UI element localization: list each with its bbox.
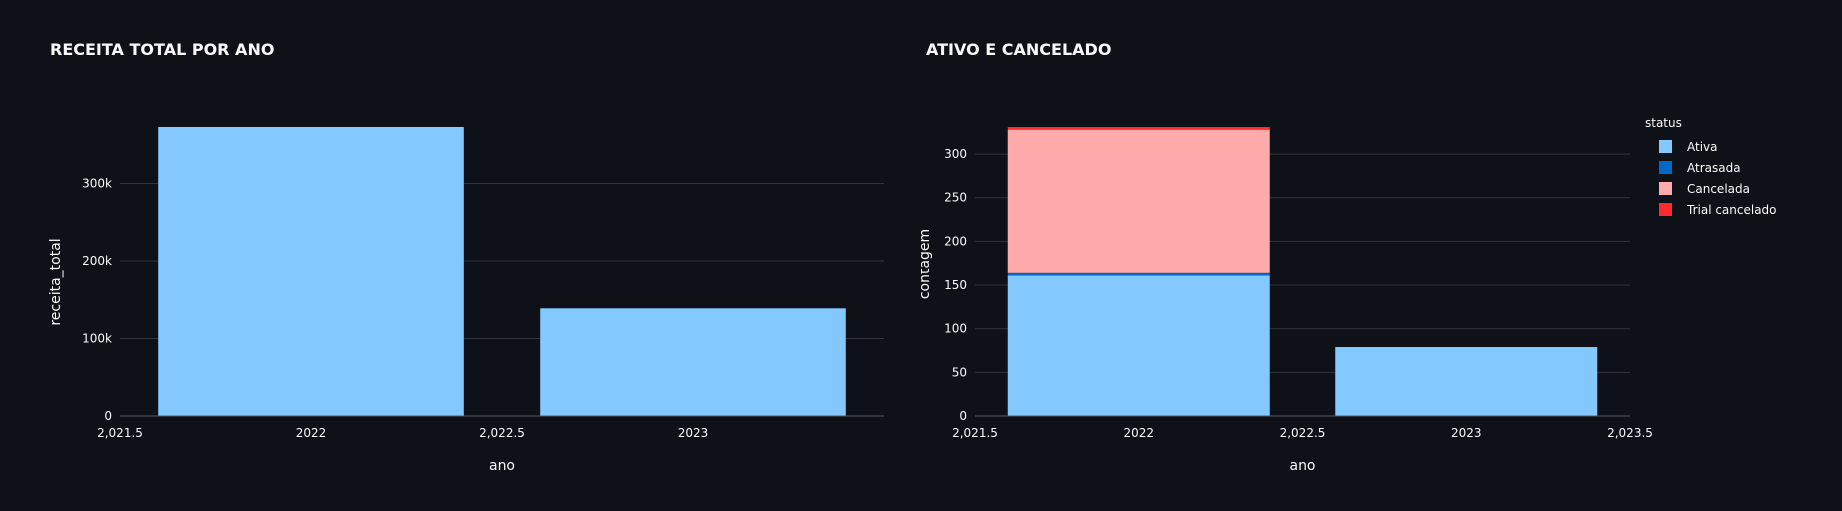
legend: status Ativa Atrasada Cancelada Trial cance…	[1645, 116, 1777, 220]
bar-value	[158, 127, 464, 416]
y-tick-label: 200	[944, 234, 967, 248]
y-tick-label: 300k	[82, 177, 112, 191]
chart-title: ATIVO E CANCELADO	[926, 40, 1112, 59]
x-tick-label: 2023	[1451, 426, 1482, 440]
chart-title: RECEITA TOTAL POR ANO	[50, 40, 275, 59]
status-chart-panel: ATIVO E CANCELADO 0 50 100 150 200 250 300 2,02…	[921, 0, 1842, 511]
legend-title: status	[1645, 116, 1682, 130]
bar-ativa	[1007, 275, 1270, 416]
x-tick-label: 2,021.5	[952, 426, 998, 440]
status-stacked-bar-chart: 0 50 100 150 200 250 300 2,021.5 2022 2,022.5 2023…	[921, 127, 1653, 474]
y-axis-title: contagem	[921, 229, 933, 299]
legend-label: Atrasada	[1687, 160, 1741, 175]
y-tick-label: 250	[944, 191, 967, 205]
legend-label: Trial cancelado	[1687, 202, 1777, 217]
bar-cancelada	[1007, 129, 1270, 273]
x-tick-label: 2,021.5	[97, 426, 143, 440]
y-axis-title: receita_total	[48, 238, 64, 325]
revenue-bar-chart: 0 100k 200k 300k 2,021.5 2022 2,022.5 2023 ano re…	[48, 127, 884, 474]
y-tick-label: 0	[104, 409, 112, 423]
x-tick-label: 2023	[678, 426, 709, 440]
x-tick-label: 2,023.5	[1607, 426, 1653, 440]
x-tick-label: 2,022.5	[479, 426, 525, 440]
x-tick-label: 2022	[296, 426, 327, 440]
legend-swatch	[1659, 161, 1672, 174]
bar-value	[540, 308, 846, 416]
y-tick-label: 200k	[82, 254, 112, 268]
legend-swatch	[1659, 182, 1672, 195]
y-tick-label: 50	[952, 365, 967, 379]
legend-item-ativa[interactable]: Ativa	[1659, 136, 1777, 157]
y-tick-label: 100	[944, 322, 967, 336]
x-axis-title: ano	[489, 458, 515, 474]
bar-ativa	[1335, 347, 1598, 416]
x-axis-title: ano	[1289, 458, 1315, 474]
x-tick-label: 2022	[1123, 426, 1154, 440]
revenue-chart-panel: RECEITA TOTAL POR ANO 0 100k 200k 300k 2,021…	[48, 40, 884, 474]
bar-trial-cancelado	[1007, 127, 1270, 130]
legend-item-cancelada[interactable]: Cancelada	[1659, 178, 1777, 199]
legend-label: Cancelada	[1687, 181, 1750, 196]
y-tick-label: 150	[944, 278, 967, 292]
legend-label: Ativa	[1687, 139, 1718, 154]
legend-swatch	[1659, 140, 1672, 153]
legend-swatch	[1659, 203, 1672, 216]
legend-item-trial-cancelado[interactable]: Trial cancelado	[1659, 199, 1777, 220]
y-tick-label: 100k	[82, 332, 112, 346]
y-tick-label: 0	[959, 409, 967, 423]
bar-atrasada	[1007, 272, 1270, 276]
legend-item-atrasada[interactable]: Atrasada	[1659, 157, 1777, 178]
x-tick-label: 2,022.5	[1280, 426, 1326, 440]
y-tick-label: 300	[944, 147, 967, 161]
